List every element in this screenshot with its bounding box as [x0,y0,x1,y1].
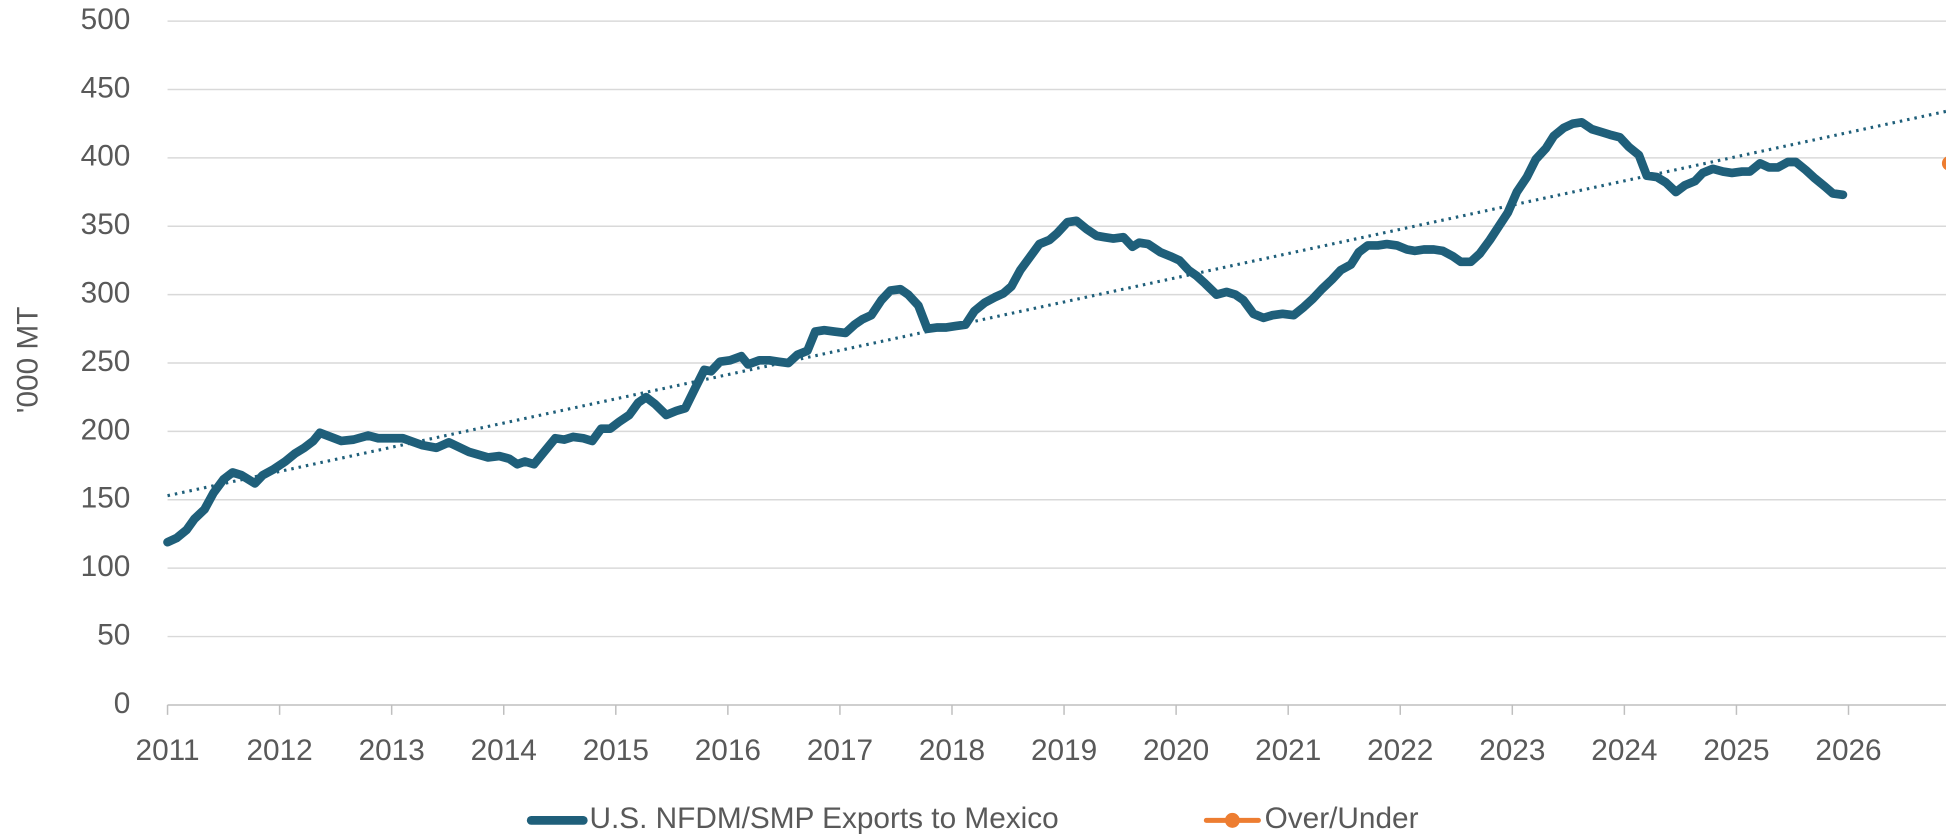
x-tick-label: 2020 [1143,734,1209,767]
x-tick-label: 2021 [1255,734,1321,767]
legend-marker [1224,812,1240,828]
legend-label: Over/Under [1265,802,1419,835]
x-tick-label: 2017 [807,734,873,767]
plot-area [163,109,1946,547]
legend-label: U.S. NFDM/SMP Exports to Mexico [590,802,1059,835]
y-axis-label: '000 MT [12,307,45,414]
y-tick-label: 500 [81,3,131,36]
x-tick-label: 2014 [471,734,537,767]
x-tick-label: 2012 [246,734,312,767]
x-tick-label: 2011 [136,734,200,767]
y-tick-label: 50 [97,618,130,651]
y-tick-label: 100 [81,550,131,583]
y-tick-label: 150 [81,482,131,515]
x-tick-label: 2015 [583,734,649,767]
y-tick-label: 200 [81,413,131,446]
x-tick-label: 2025 [1703,734,1769,767]
y-tick-label: 300 [81,277,131,310]
x-tick-label: 2016 [695,734,761,767]
x-tick-label: 2026 [1815,734,1881,767]
x-tick-label: 2024 [1591,734,1657,767]
y-tick-label: 250 [81,345,131,378]
y-tick-label: 400 [81,140,131,173]
x-tick-label: 2022 [1367,734,1433,767]
y-tick-label: 450 [81,71,131,104]
y-tick-label: 0 [114,687,131,720]
x-tick-label: 2013 [359,734,425,767]
trendline [167,109,1946,498]
data-line [163,117,1848,547]
y-tick-label: 350 [81,208,131,241]
x-tick-label: 2019 [1031,734,1097,767]
x-tick-label: 2023 [1479,734,1545,767]
data-point [1941,156,1946,170]
x-tick-label: 2018 [919,734,985,767]
